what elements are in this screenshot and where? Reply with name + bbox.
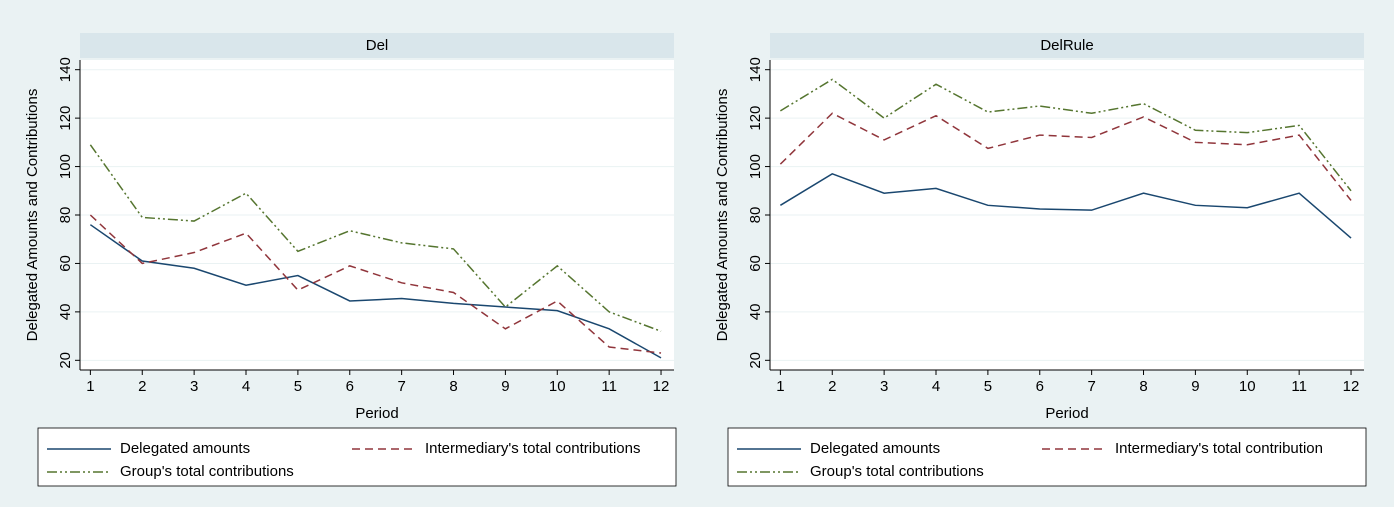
x-tick-label: 3 [190,378,198,395]
x-tick-label: 10 [549,378,566,395]
y-tick-label: 100 [747,154,764,179]
legend-label: Delegated amounts [120,440,250,457]
y-tick-label: 80 [747,207,764,224]
y-tick-label: 140 [747,57,764,82]
legend-box [37,427,677,487]
x-tick-label: 4 [242,378,250,395]
y-tick-label: 80 [57,207,74,224]
x-axis-label: Period [1045,405,1088,422]
x-tick-label: 1 [776,378,784,395]
x-tick-label: 2 [138,378,146,395]
y-tick-label: 40 [57,304,74,321]
x-tick-label: 6 [1036,378,1044,395]
series-line [779,172,1352,239]
title-strip [80,33,674,58]
x-tick-label: 1 [86,378,94,395]
x-tick-label: 7 [397,378,405,395]
series-line [779,112,1352,201]
y-tick-label: 140 [57,57,74,82]
x-tick-label: 10 [1239,378,1256,395]
y-tick-label: 60 [57,255,74,272]
y-tick-label: 20 [747,352,764,369]
x-tick-label: 3 [880,378,888,395]
x-tick-label: 12 [653,378,670,395]
series-line [779,78,1352,192]
x-tick-label: 5 [984,378,992,395]
series-line [89,224,662,359]
x-tick-label: 8 [1139,378,1147,395]
x-tick-label: 7 [1087,378,1095,395]
legend-label: Intermediary's total contributions [425,440,640,457]
y-tick-label: 40 [747,304,764,321]
legend-label: Intermediary's total contribution [1115,440,1323,457]
y-axis-label: Delegated Amounts and Contributions [714,89,731,342]
legend-label: Group's total contributions [810,463,984,480]
series-line [89,214,662,354]
y-axis-label: Delegated Amounts and Contributions [24,89,41,342]
panel-title: Del [366,37,389,54]
y-tick-label: 120 [747,106,764,131]
x-tick-label: 2 [828,378,836,395]
panel-title: DelRule [1040,37,1093,54]
y-tick-label: 120 [57,106,74,131]
x-axis-label: Period [355,405,398,422]
x-tick-label: 6 [346,378,354,395]
x-tick-label: 5 [294,378,302,395]
y-tick-label: 100 [57,154,74,179]
x-tick-label: 9 [1191,378,1199,395]
legend-box [727,427,1367,487]
title-strip [770,33,1364,58]
y-tick-label: 20 [57,352,74,369]
x-tick-label: 9 [501,378,509,395]
x-tick-label: 4 [932,378,940,395]
x-tick-label: 11 [1291,378,1307,395]
x-tick-label: 11 [601,378,617,395]
y-tick-label: 60 [747,255,764,272]
legend-label: Delegated amounts [810,440,940,457]
x-tick-label: 12 [1343,378,1360,395]
x-tick-label: 8 [449,378,457,395]
legend-label: Group's total contributions [120,463,294,480]
